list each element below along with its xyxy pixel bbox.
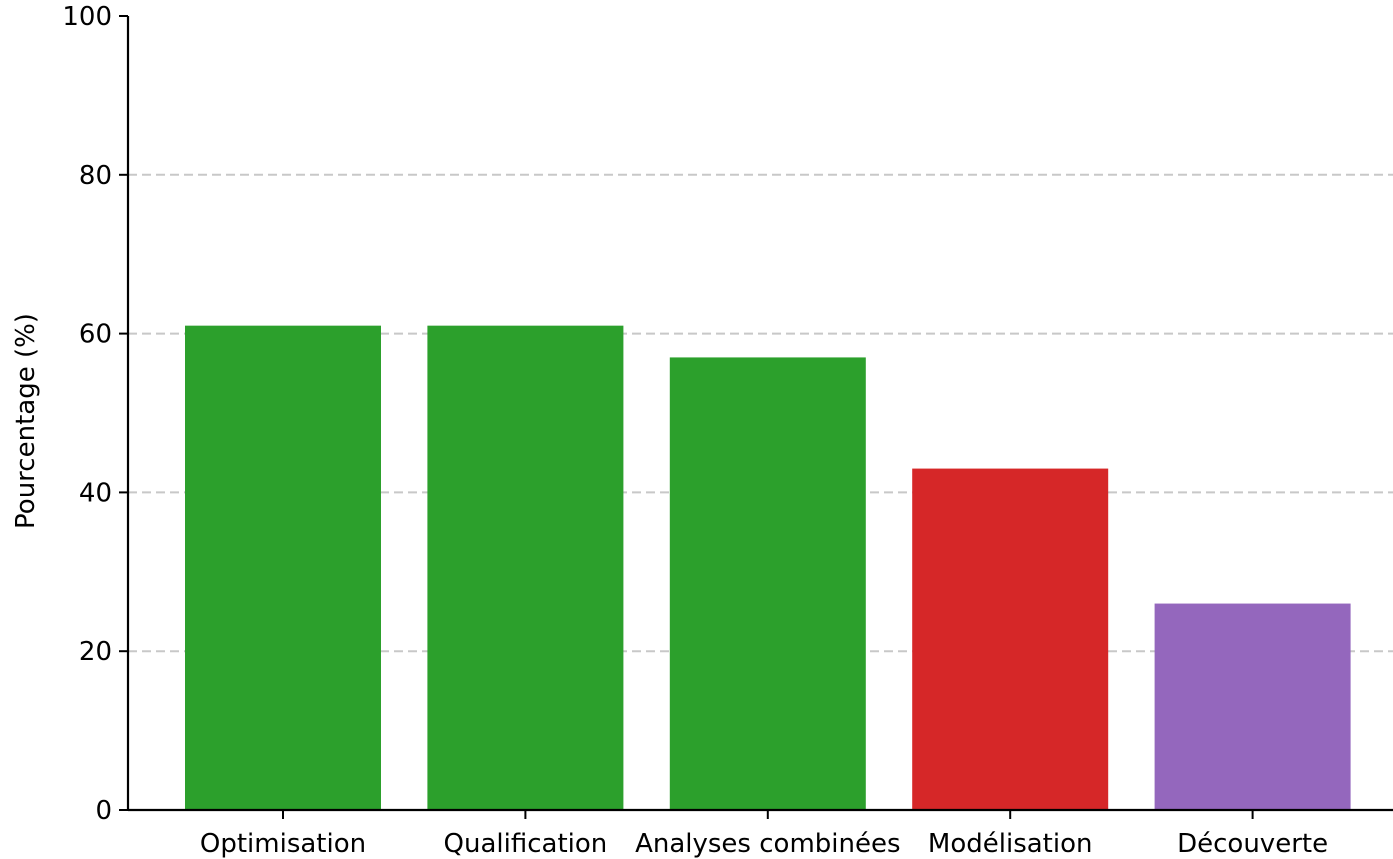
y-tick-label-80: 80 [79,161,112,191]
x-tick-label-4: Découverte [1177,829,1328,859]
bar-1 [427,325,624,810]
x-tick-label-1: Qualification [444,829,608,859]
bar-4 [1154,603,1351,810]
bar-2 [669,357,866,810]
bar-0 [185,325,381,810]
y-tick-label-0: 0 [95,796,112,826]
y-axis-label: Pourcentage (%) [11,313,41,529]
bars [185,325,1351,810]
y-tick-label-40: 40 [79,478,112,508]
labels: Optimisation Qualification Analyses combin… [62,2,1328,859]
axes [119,15,1393,819]
x-tick-label-3: Modélisation [928,829,1093,859]
x-tick-label-2: Analyses combinées [635,829,900,859]
y-tick-label-20: 20 [79,637,112,667]
bar-3 [912,468,1109,810]
y-tick-label-60: 60 [79,320,112,350]
x-tick-label-0: Optimisation [200,829,366,859]
y-tick-label-100: 100 [62,2,112,32]
